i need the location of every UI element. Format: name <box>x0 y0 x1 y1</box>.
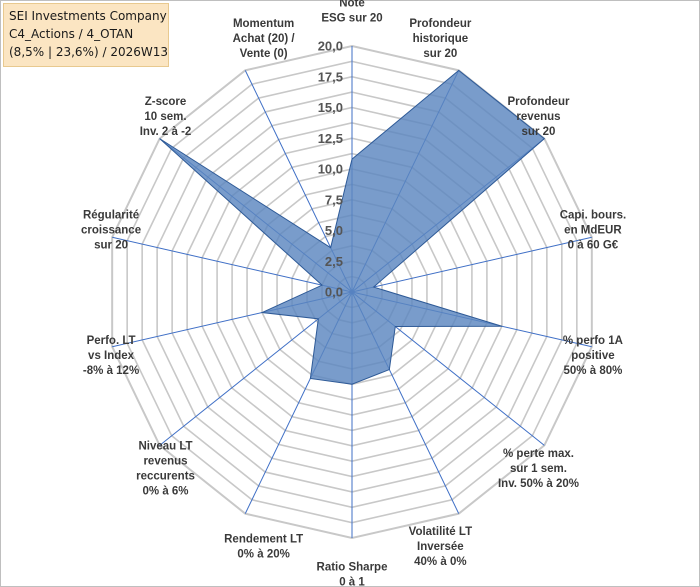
axis-label: Régularité croissance sur 20 <box>81 209 141 251</box>
tick-label: 15,0 <box>318 100 343 115</box>
axis-label: Capi. bours. en MdEUR 0 à 60 G€ <box>560 209 626 251</box>
company-name: SEI Investments Company <box>9 9 167 23</box>
tick-label: 10,0 <box>318 162 343 177</box>
tick-label: 12,5 <box>318 131 343 146</box>
radar-axis-labels: Note ESG sur 20 Profondeur historique sur 20… <box>81 0 626 587</box>
axis-label: Rendement LT 0% à 20% <box>224 534 303 561</box>
axis-label: Momentum Achat (20) / Vente (0) <box>233 18 296 60</box>
radar-series <box>159 69 546 385</box>
stats-label: (8,5% | 23,6%) / 2026W13 <box>9 45 168 59</box>
info-box: SEI Investments Company C4_Actions / 4_O… <box>3 3 169 67</box>
axis-label: Niveau LT revenus reccurents 0% à 6% <box>136 440 195 497</box>
tick-label: 17,5 <box>318 69 343 84</box>
radar-tick-labels: 0,0 2,5 5,0 7,5 10,0 12,5 15,0 17,5 20,0 <box>318 39 343 300</box>
series-area <box>159 69 546 385</box>
axis-label: Volatilité LT Inversée 40% à 0% <box>409 526 472 568</box>
category-label: C4_Actions / 4_OTAN <box>9 27 134 41</box>
axis-spoke <box>112 236 353 293</box>
tick-label: 20,0 <box>318 39 343 54</box>
axis-label: Profondeur revenus sur 20 <box>507 96 569 138</box>
axis-label: Ratio Sharpe 0 à 1 <box>317 562 388 587</box>
axis-label: Profondeur historique sur 20 <box>409 18 471 60</box>
tick-label: 7,5 <box>325 192 343 207</box>
tick-label: 2,5 <box>325 254 343 269</box>
axis-label: % perfo 1A positive 50% à 80% <box>563 335 623 377</box>
axis-spoke <box>351 236 592 293</box>
axis-label: Z-score 10 sem. Inv. 2 à -2 <box>140 96 192 138</box>
axis-label: Perfo. LT vs Index -8% à 12% <box>83 335 139 377</box>
axis-label: Note ESG sur 20 <box>321 0 382 25</box>
tick-label: 0,0 <box>325 285 343 300</box>
tick-label: 5,0 <box>325 223 343 238</box>
axis-label: % perte max. sur 1 sem. Inv. 50% à 20% <box>498 448 579 490</box>
